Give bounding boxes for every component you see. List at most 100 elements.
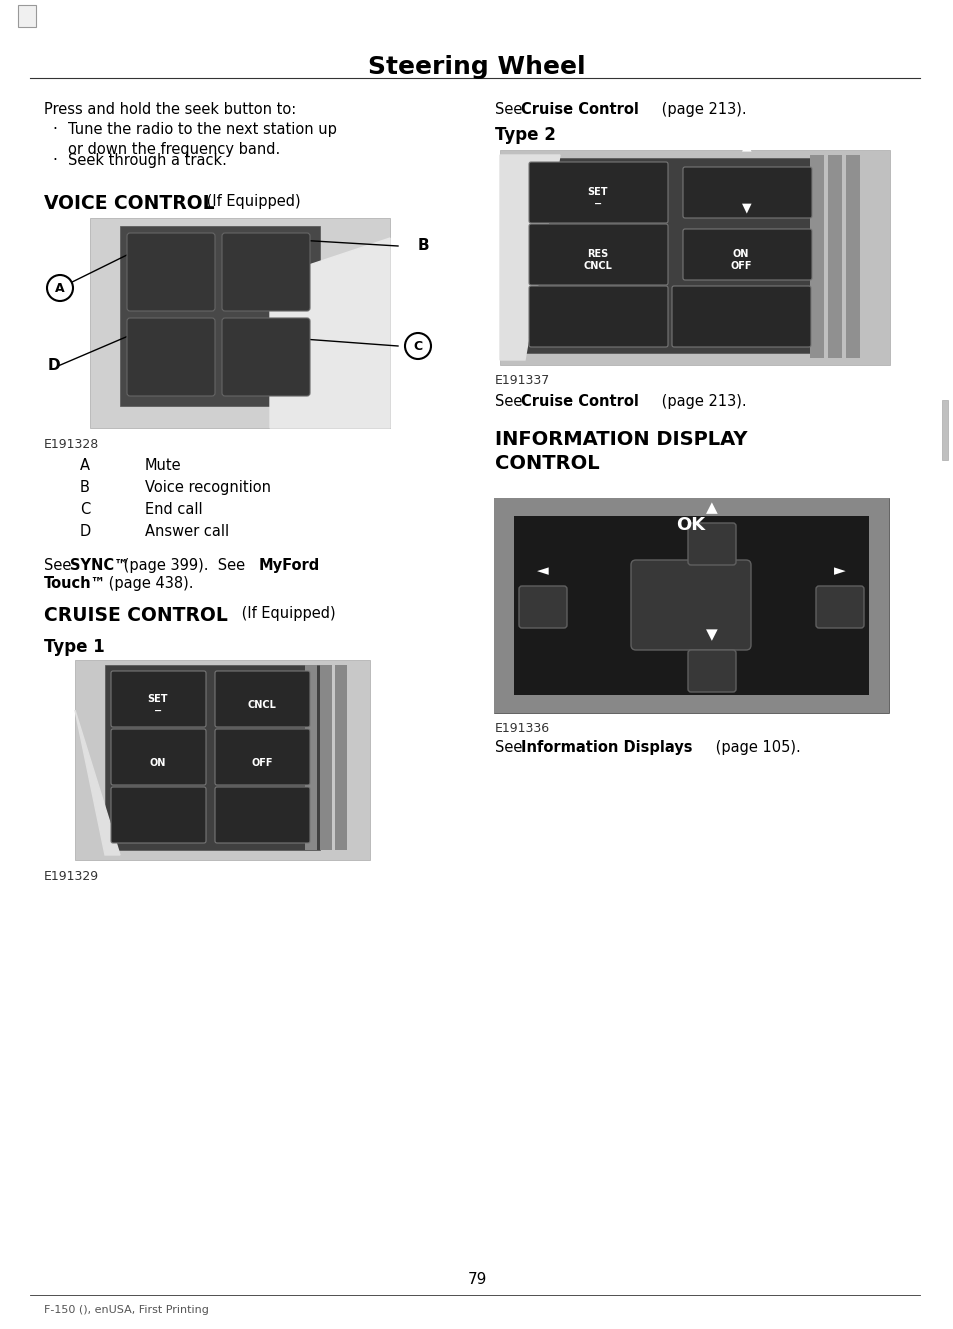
Text: Press and hold the seek button to:: Press and hold the seek button to: (44, 102, 296, 117)
Text: B: B (417, 238, 429, 254)
Text: Answer call: Answer call (145, 524, 229, 540)
Bar (305, 664, 316, 851)
FancyBboxPatch shape (682, 167, 811, 218)
FancyBboxPatch shape (214, 787, 310, 843)
Text: Steering Wheel: Steering Wheel (368, 54, 585, 78)
FancyBboxPatch shape (671, 286, 810, 347)
Text: OFF: OFF (251, 758, 273, 768)
Text: CNCL: CNCL (247, 700, 276, 710)
Text: Tune the radio to the next station up
or down the frequency band.: Tune the radio to the next station up or… (68, 122, 336, 157)
Text: ▲: ▲ (705, 501, 717, 516)
Bar (105, 664, 319, 851)
Text: Type 1: Type 1 (44, 638, 105, 657)
Text: (page 399).  See: (page 399). See (119, 558, 250, 573)
Text: MyFord: MyFord (258, 558, 320, 573)
Text: ▼: ▼ (705, 627, 717, 642)
Text: D: D (80, 524, 91, 540)
FancyBboxPatch shape (222, 233, 310, 311)
Text: D: D (48, 359, 61, 373)
Polygon shape (499, 155, 559, 360)
Text: CRUISE CONTROL: CRUISE CONTROL (44, 606, 228, 625)
Bar (18, 5, 36, 27)
Text: ▼: ▼ (741, 202, 751, 214)
Text: SET
+: SET + (587, 125, 608, 146)
FancyBboxPatch shape (214, 730, 310, 785)
Text: RES: RES (251, 642, 273, 653)
Text: ON: ON (150, 758, 166, 768)
Text: End call: End call (145, 502, 202, 517)
Bar (319, 664, 332, 851)
Bar (941, 400, 947, 460)
FancyBboxPatch shape (111, 730, 206, 785)
FancyBboxPatch shape (687, 650, 735, 692)
Text: Seek through a track.: Seek through a track. (68, 153, 227, 167)
FancyBboxPatch shape (529, 286, 667, 347)
Text: VOICE CONTROL: VOICE CONTROL (44, 194, 214, 213)
Text: C: C (413, 339, 422, 352)
Text: E191337: E191337 (495, 373, 550, 387)
Text: A: A (55, 282, 65, 295)
Bar (494, 498, 514, 712)
Text: INFORMATION DISPLAY: INFORMATION DISPLAY (495, 431, 747, 449)
Circle shape (47, 275, 73, 300)
Text: Cruise Control: Cruise Control (520, 102, 639, 117)
FancyBboxPatch shape (687, 524, 735, 565)
Text: Type 2: Type 2 (495, 126, 556, 144)
Bar (75, 661, 370, 860)
Text: See: See (495, 102, 526, 117)
Text: ►: ► (833, 563, 845, 578)
Text: Information Displays: Information Displays (520, 740, 692, 755)
FancyBboxPatch shape (529, 225, 667, 284)
Text: SET
−: SET − (148, 694, 168, 716)
FancyBboxPatch shape (111, 787, 206, 843)
FancyBboxPatch shape (222, 318, 310, 396)
Text: 79: 79 (467, 1272, 486, 1286)
Bar (868, 498, 888, 712)
Text: (page 438).: (page 438). (104, 575, 193, 591)
Text: ON
OFF: ON OFF (729, 250, 751, 271)
Bar (335, 664, 347, 851)
Bar (494, 498, 888, 516)
Text: (page 213).: (page 213). (657, 102, 746, 117)
Bar (524, 158, 814, 354)
FancyBboxPatch shape (518, 586, 566, 629)
Text: (If Equipped): (If Equipped) (236, 606, 335, 621)
Text: CONTROL: CONTROL (495, 455, 599, 473)
Text: SYNC™: SYNC™ (70, 558, 129, 573)
Circle shape (405, 334, 431, 359)
Text: SET
+: SET + (148, 637, 168, 658)
Bar (494, 498, 888, 712)
FancyBboxPatch shape (815, 586, 863, 629)
Text: Mute: Mute (145, 459, 181, 473)
FancyBboxPatch shape (111, 671, 206, 727)
Text: ▲: ▲ (741, 140, 751, 153)
Text: E191336: E191336 (495, 722, 550, 735)
Text: ·: · (52, 122, 57, 137)
Polygon shape (270, 238, 390, 428)
Text: (page 105).: (page 105). (710, 740, 800, 755)
Bar (494, 695, 888, 712)
Text: Cruise Control: Cruise Control (520, 393, 639, 409)
Text: Voice recognition: Voice recognition (145, 480, 271, 494)
FancyBboxPatch shape (529, 162, 667, 223)
Text: See: See (495, 393, 526, 409)
Text: A: A (80, 459, 90, 473)
FancyBboxPatch shape (127, 233, 214, 311)
Text: C: C (80, 502, 91, 517)
FancyBboxPatch shape (127, 318, 214, 396)
Text: Touch™: Touch™ (44, 575, 106, 591)
Text: RES
CNCL: RES CNCL (583, 250, 612, 271)
Text: See: See (495, 740, 526, 755)
Text: See: See (44, 558, 76, 573)
Bar (827, 155, 841, 358)
Text: E191329: E191329 (44, 870, 99, 882)
FancyBboxPatch shape (682, 229, 811, 280)
Text: E191328: E191328 (44, 439, 99, 451)
Text: F-150 (), enUSA, First Printing: F-150 (), enUSA, First Printing (44, 1305, 209, 1314)
Bar (499, 150, 889, 365)
FancyBboxPatch shape (630, 560, 750, 650)
Text: OK: OK (676, 516, 705, 534)
Text: SET
−: SET − (587, 187, 608, 209)
Bar (845, 155, 859, 358)
Text: B: B (80, 480, 90, 494)
